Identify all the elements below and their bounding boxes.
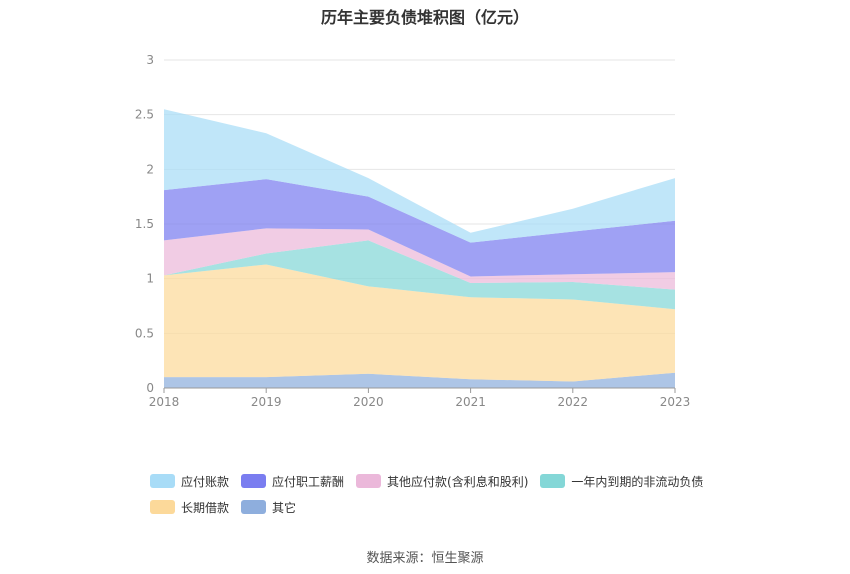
legend-item[interactable]: 一年内到期的非流动负债 [540, 472, 703, 490]
x-tick-label: 2018 [149, 395, 180, 409]
x-tick-label: 2022 [558, 395, 589, 409]
area-series-2[interactable] [164, 240, 675, 310]
x-tick-label: 2023 [660, 395, 691, 409]
legend-label: 应付职工薪酬 [272, 474, 345, 489]
legend-swatch [241, 500, 267, 514]
chart-title: 历年主要负债堆积图（亿元） [320, 8, 529, 27]
legend-label: 其他应付款(含利息和股利) [387, 474, 529, 489]
x-tick-label: 2020 [353, 395, 384, 409]
legend-swatch [540, 474, 566, 488]
legend-item[interactable]: 其它 [241, 498, 296, 516]
area-series-4[interactable] [164, 179, 675, 277]
axes: 0 0.5 1 1.5 2 2.5 3 2018 2019 2020 2021 2022 2023 [135, 53, 690, 409]
y-tick-label: 1 [146, 272, 154, 286]
legend-item[interactable]: 应付职工薪酬 [241, 472, 344, 490]
y-tick-label: 0 [146, 381, 154, 395]
source-note: 数据来源：恒生聚源 [366, 551, 484, 566]
y-tick-label: 0.5 [135, 326, 154, 340]
area-series-5[interactable] [164, 109, 675, 243]
legend-label: 一年内到期的非流动负债 [571, 474, 704, 489]
y-tick-label: 2 [146, 162, 154, 176]
area-series-0[interactable] [164, 372, 675, 388]
legend-label: 其它 [272, 500, 297, 515]
legend-item[interactable]: 其他应付款(含利息和股利) [356, 472, 528, 490]
area-series-3[interactable] [164, 228, 675, 290]
y-tick-label: 3 [146, 53, 154, 67]
legend-item[interactable]: 应付账款 [150, 472, 229, 490]
x-tick-label: 2019 [251, 395, 282, 409]
legend-swatch [150, 474, 175, 488]
legend-label: 长期借款 [181, 500, 230, 515]
legend-item[interactable]: 长期借款 [150, 498, 229, 516]
legend-swatch [241, 474, 267, 488]
y-tick-label: 2.5 [135, 108, 154, 122]
legend: 应付账款 应付职工薪酬 其他应付款(含利息和股利) 一年内到期的非流动负债长期借款 其它 [150, 472, 770, 524]
area-series-1[interactable] [164, 264, 675, 382]
legend-swatch [150, 500, 175, 514]
y-tick-label: 1.5 [135, 217, 154, 231]
x-tick-label: 2021 [455, 395, 486, 409]
area-series [164, 109, 675, 388]
legend-label: 应付账款 [181, 474, 230, 489]
legend-swatch [356, 474, 382, 488]
